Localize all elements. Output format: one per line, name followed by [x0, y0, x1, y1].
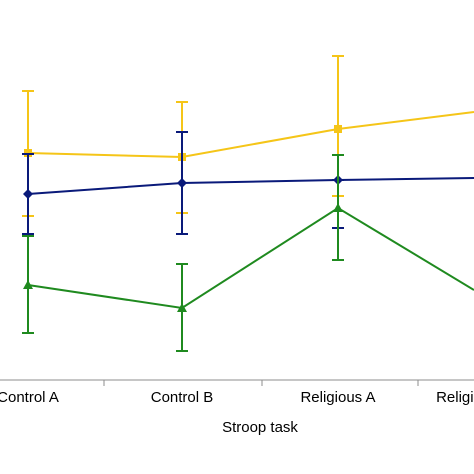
x-axis-title: Stroop task — [222, 419, 298, 436]
data-point — [177, 178, 187, 188]
data-point — [177, 303, 187, 312]
x-tick-label: Control B — [151, 389, 214, 406]
data-point — [333, 203, 343, 212]
series-line — [27, 177, 474, 195]
x-axis-labels: Control A Control B Religious A Religious B — [0, 389, 474, 406]
data-point — [23, 280, 33, 289]
series-line — [27, 111, 474, 159]
x-tick-label: Religious A — [300, 389, 375, 406]
series-line — [27, 206, 474, 310]
data-point — [334, 125, 342, 133]
series-1 — [22, 131, 474, 235]
x-axis-ticks — [103, 380, 419, 386]
x-tick-label: Religious B — [436, 389, 474, 406]
data-point — [23, 189, 33, 199]
series-2 — [22, 154, 474, 352]
series-group — [22, 55, 474, 352]
series-0 — [22, 55, 474, 217]
x-tick-label: Control A — [0, 389, 59, 406]
